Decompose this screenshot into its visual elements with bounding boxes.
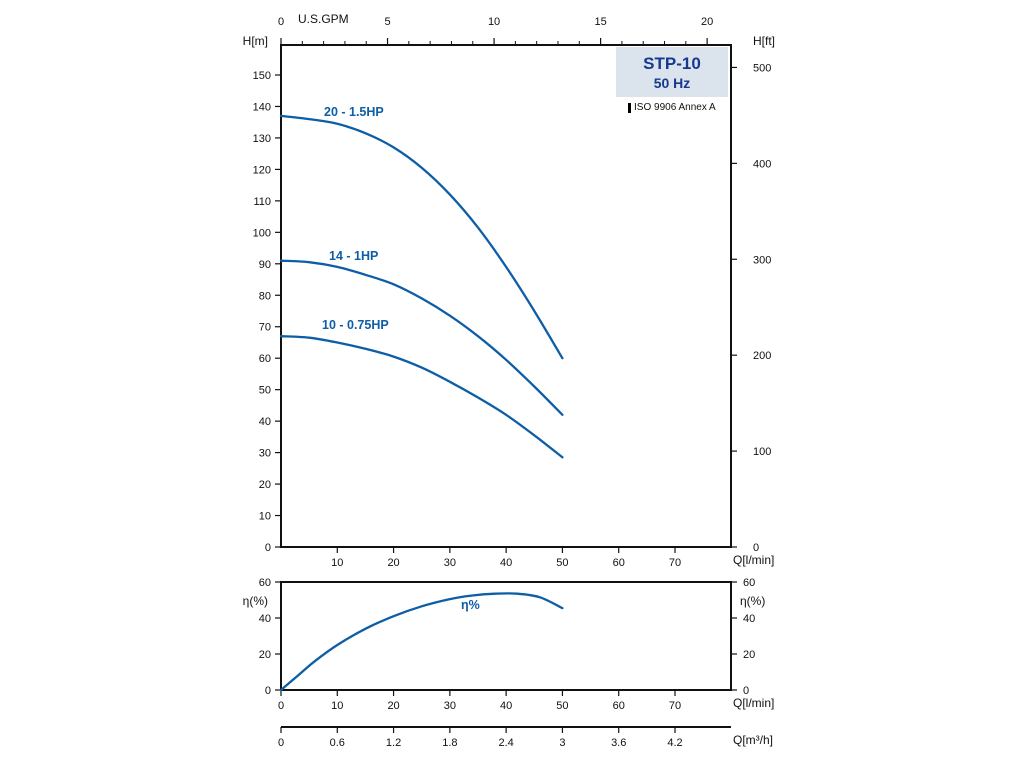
eta-axis-label-left: η(%) [242, 594, 268, 608]
x-axis-label-lmin-main: Q[l/min] [733, 553, 775, 567]
svg-text:60: 60 [259, 577, 271, 589]
svg-text:10: 10 [331, 700, 343, 712]
curve-label-efficiency: η% [461, 598, 480, 612]
svg-text:20: 20 [743, 649, 755, 661]
y-axis-label-meters: H[m] [242, 34, 268, 48]
svg-text:10: 10 [488, 16, 500, 28]
svg-text:4.2: 4.2 [667, 737, 682, 749]
svg-text:100: 100 [753, 446, 771, 458]
svg-text:200: 200 [753, 350, 771, 362]
svg-text:3: 3 [559, 737, 565, 749]
svg-text:2.4: 2.4 [498, 737, 513, 749]
svg-text:30: 30 [259, 448, 271, 460]
svg-text:300: 300 [753, 254, 771, 266]
svg-text:20: 20 [701, 16, 713, 28]
svg-text:50: 50 [556, 557, 568, 569]
svg-text:60: 60 [613, 700, 625, 712]
svg-text:15: 15 [594, 16, 606, 28]
svg-text:0: 0 [265, 685, 271, 697]
svg-text:150: 150 [253, 70, 271, 82]
svg-text:1.8: 1.8 [442, 737, 457, 749]
svg-text:70: 70 [669, 700, 681, 712]
svg-text:120: 120 [253, 164, 271, 176]
curve-label-20-15hp: 20 - 1.5HP [324, 105, 384, 119]
svg-text:80: 80 [259, 290, 271, 302]
eta-axis-label-right: η(%) [740, 594, 766, 608]
svg-text:100: 100 [253, 227, 271, 239]
svg-text:20: 20 [259, 479, 271, 491]
svg-text:0: 0 [278, 16, 284, 28]
svg-text:0: 0 [278, 700, 284, 712]
top-axis-label-usgpm: U.S.GPM [298, 12, 349, 26]
svg-text:400: 400 [753, 158, 771, 170]
svg-text:70: 70 [259, 322, 271, 334]
svg-text:60: 60 [613, 557, 625, 569]
svg-text:40: 40 [500, 700, 512, 712]
svg-text:70: 70 [669, 557, 681, 569]
pump-frequency: 50 Hz [653, 74, 691, 91]
svg-text:130: 130 [253, 133, 271, 145]
svg-text:3.6: 3.6 [611, 737, 626, 749]
svg-text:0.6: 0.6 [330, 737, 345, 749]
svg-text:30: 30 [444, 557, 456, 569]
svg-text:0: 0 [753, 542, 759, 554]
svg-text:90: 90 [259, 259, 271, 271]
curve-label-10-075hp: 10 - 0.75HP [322, 318, 389, 332]
x-axis-label-m3h: Q[m³/h] [733, 733, 774, 747]
svg-text:5: 5 [384, 16, 390, 28]
svg-text:40: 40 [259, 613, 271, 625]
svg-text:20: 20 [387, 557, 399, 569]
svg-text:40: 40 [500, 557, 512, 569]
svg-text:140: 140 [253, 101, 271, 113]
curve-label-14-1hp: 14 - 1HP [329, 249, 379, 263]
svg-text:50: 50 [259, 385, 271, 397]
iso-marker-icon [628, 102, 631, 113]
svg-text:20: 20 [259, 649, 271, 661]
svg-text:40: 40 [743, 613, 755, 625]
svg-text:60: 60 [743, 577, 755, 589]
svg-text:0: 0 [743, 685, 749, 697]
svg-text:10: 10 [259, 511, 271, 523]
svg-text:40: 40 [259, 416, 271, 428]
svg-text:0: 0 [278, 737, 284, 749]
svg-text:30: 30 [444, 700, 456, 712]
iso-standard-row: ISO 9906 Annex A [628, 102, 716, 113]
svg-text:20: 20 [387, 700, 399, 712]
svg-text:10: 10 [331, 557, 343, 569]
svg-text:110: 110 [253, 196, 271, 208]
svg-text:60: 60 [259, 353, 271, 365]
y-axis-label-feet: H[ft] [753, 34, 776, 48]
x-axis-label-lmin-efficiency: Q[l/min] [733, 696, 775, 710]
svg-text:1.2: 1.2 [386, 737, 401, 749]
svg-text:0: 0 [265, 542, 271, 554]
svg-text:50: 50 [556, 700, 568, 712]
pump-model-title: STP-10 [643, 53, 701, 73]
svg-text:500: 500 [753, 62, 771, 74]
iso-standard-text: ISO 9906 Annex A [634, 102, 716, 113]
title-box: STP-10 50 Hz [616, 47, 728, 97]
